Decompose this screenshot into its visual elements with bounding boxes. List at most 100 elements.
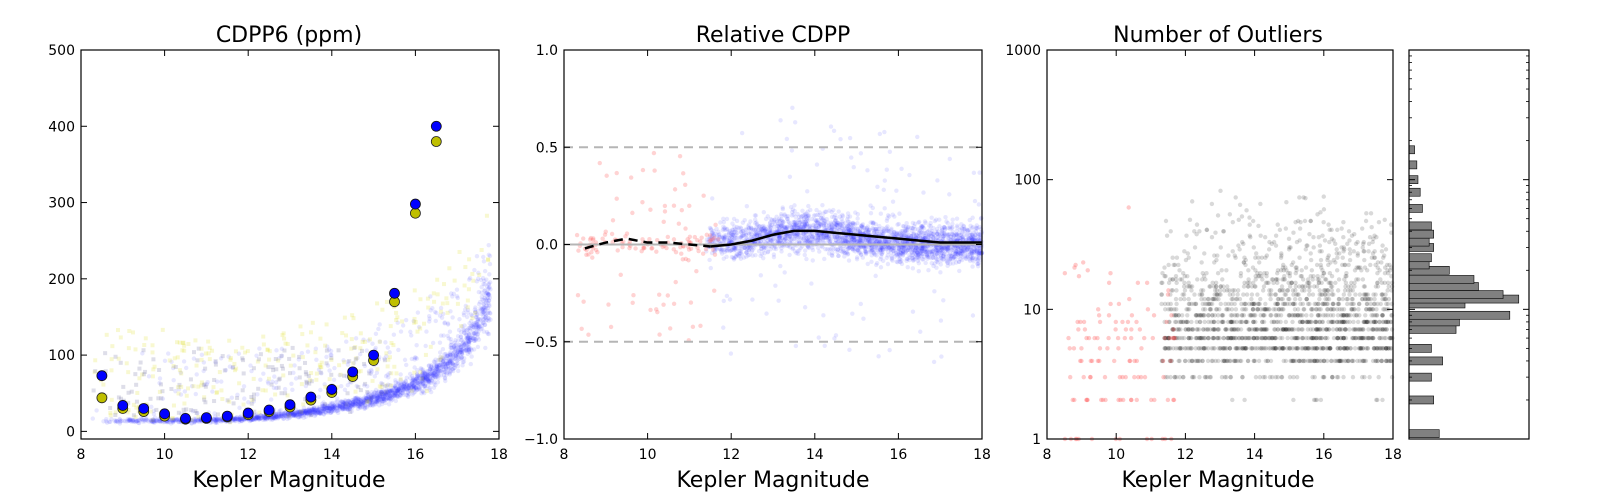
cdpp-yellow-point xyxy=(366,399,371,404)
cdpp-star-point xyxy=(479,290,484,296)
cdpp-star-point xyxy=(442,376,448,381)
cdpp-yellow-point xyxy=(392,364,397,369)
cdpp-star-point xyxy=(481,314,486,319)
cdpp-star-point xyxy=(379,394,384,400)
cdpp-star-point xyxy=(298,409,304,414)
cdpp-star-point xyxy=(282,410,287,415)
cdpp-gray-point xyxy=(380,382,385,387)
cdpp-star-point xyxy=(387,397,392,403)
cdpp-star-point xyxy=(369,399,375,405)
cdpp-star-point xyxy=(266,381,271,386)
cdpp-star-point xyxy=(405,385,411,390)
cdpp-star-point xyxy=(380,399,385,404)
cdpp-star-point xyxy=(413,385,419,391)
cdpp-yellow-point xyxy=(473,310,478,315)
cdpp-star-point xyxy=(352,395,358,401)
cdpp-star-point xyxy=(296,415,301,420)
cdpp-star-point xyxy=(421,373,426,379)
cdpp-yellow-point xyxy=(457,249,462,254)
cdpp-star-point xyxy=(410,380,415,386)
cdpp-star-point xyxy=(473,309,478,314)
relative-cdpp-point xyxy=(939,354,944,359)
cdpp-star-point xyxy=(486,281,491,286)
cdpp-star-point xyxy=(307,409,312,414)
cdpp-yellow-point xyxy=(412,288,417,293)
cdpp-star-point xyxy=(101,419,106,424)
cdpp-star-point xyxy=(114,418,119,424)
cdpp-star-point xyxy=(437,340,443,345)
cdpp-star-point xyxy=(404,386,409,392)
cdpp-star-point xyxy=(396,386,402,392)
cdpp-star-point xyxy=(347,401,352,407)
cdpp-star-point xyxy=(154,419,160,424)
cdpp-gray-point xyxy=(251,366,256,371)
cdpp-star-point xyxy=(394,388,400,394)
cdpp-star-point xyxy=(293,414,298,419)
cdpp-star-point xyxy=(305,411,310,416)
cdpp-star-point xyxy=(154,417,159,423)
cdpp-star-point xyxy=(174,416,179,422)
cdpp-star-point xyxy=(372,390,377,395)
cdpp-gray-point xyxy=(356,385,361,390)
cdpp-star-point xyxy=(416,387,421,392)
cdpp-yellow-point xyxy=(368,337,373,342)
relative-cdpp-point xyxy=(878,211,884,216)
cdpp-star-point xyxy=(415,380,420,386)
cdpp-star-point xyxy=(324,405,329,411)
cdpp-star-point xyxy=(400,386,405,391)
cdpp-star-point xyxy=(408,375,413,381)
cdpp-gray-point xyxy=(359,348,364,353)
cdpp-yellow-point xyxy=(400,319,405,324)
cdpp-star-point xyxy=(445,361,450,366)
cdpp-star-point xyxy=(379,389,384,395)
cdpp-star-point xyxy=(385,372,390,377)
cdpp-gray-point xyxy=(154,407,159,412)
cdpp-star-point xyxy=(411,387,416,393)
cdpp-yellow-point xyxy=(108,413,113,418)
cdpp-yellow-point xyxy=(398,377,403,382)
relative-cdpp-point xyxy=(861,316,866,321)
cdpp-star-point xyxy=(234,414,240,420)
cdpp-star-point xyxy=(386,387,392,392)
cdpp-star-point xyxy=(474,325,479,331)
cdpp-star-point xyxy=(210,389,215,394)
cdpp-star-point xyxy=(237,405,242,411)
cdpp-star-point xyxy=(483,345,488,351)
relative-cdpp-point xyxy=(753,217,758,222)
cdpp-yellow-point xyxy=(350,313,355,318)
cdpp-star-point xyxy=(285,411,291,417)
cdpp-yellow-point xyxy=(349,337,354,342)
cdpp-star-point xyxy=(332,365,337,371)
cdpp-star-point xyxy=(350,399,356,405)
cdpp-star-point xyxy=(428,377,433,382)
relative-cdpp-point xyxy=(970,264,975,269)
cdpp-star-point xyxy=(132,418,137,423)
cdpp-star-point xyxy=(253,415,258,421)
cdpp-star-point xyxy=(396,386,401,392)
cdpp-star-point xyxy=(301,415,306,420)
cdpp-star-point xyxy=(330,406,336,412)
cdpp-star-point xyxy=(350,398,355,403)
cdpp-gray-point xyxy=(231,401,236,406)
cdpp-star-point xyxy=(291,370,296,376)
cdpp-star-point xyxy=(166,351,171,356)
relative-cdpp-point xyxy=(948,234,954,239)
cdpp-yellow-point xyxy=(124,361,129,366)
cdpp-yellow-point xyxy=(415,329,420,334)
cdpp-star-point xyxy=(487,303,492,309)
cdpp-star-point xyxy=(410,392,415,397)
cdpp-star-point xyxy=(300,410,305,416)
cdpp-star-point xyxy=(393,391,399,396)
cdpp-star-point xyxy=(355,406,361,411)
relative-cdpp-point xyxy=(960,236,966,242)
cdpp-star-point xyxy=(425,383,430,389)
cdpp-star-point xyxy=(420,388,425,394)
cdpp-star-point xyxy=(366,391,372,396)
cdpp-yellow-point xyxy=(470,271,475,276)
cdpp-star-point xyxy=(455,368,461,374)
cdpp-star-point xyxy=(140,416,145,422)
cdpp-star-point xyxy=(347,405,352,411)
cdpp-yellow-point xyxy=(233,349,238,354)
cdpp-star-point xyxy=(325,408,331,413)
cdpp-star-point xyxy=(471,324,477,330)
